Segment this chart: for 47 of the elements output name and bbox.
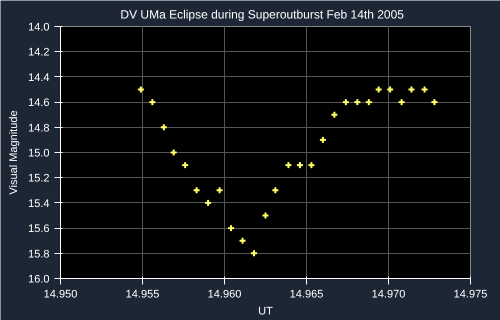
point xyxy=(216,186,224,194)
y-tick-label: 15.8 xyxy=(28,248,50,260)
y-tick-label: 15.6 xyxy=(28,223,50,236)
y-tick-label: 14.4 xyxy=(28,72,50,84)
point xyxy=(364,98,373,106)
x-tick-label: 14.960 xyxy=(208,288,242,300)
y-tick-label: 15.4 xyxy=(28,198,50,210)
point xyxy=(204,198,212,207)
point xyxy=(262,212,270,220)
point xyxy=(398,98,406,106)
y-tick-label: 14.2 xyxy=(28,46,50,59)
point xyxy=(148,98,156,106)
point xyxy=(227,224,236,232)
chart-title: DV UMa Eclipse during Superoutburst Feb 14th 2005 xyxy=(120,8,404,22)
point xyxy=(160,123,168,132)
point xyxy=(420,86,429,94)
x-tick-label: 14.955 xyxy=(126,288,160,300)
point xyxy=(136,86,145,94)
point xyxy=(284,161,292,170)
x-tick-label: 14.970 xyxy=(372,288,406,300)
point xyxy=(386,86,394,94)
point xyxy=(307,161,316,170)
y-tick-label: 15.0 xyxy=(28,148,50,160)
point xyxy=(353,98,362,106)
point xyxy=(330,110,338,119)
y-tick-label: 14.0 xyxy=(28,22,50,34)
y-tick-label: 15.2 xyxy=(28,172,50,185)
x-tick-label: 14.965 xyxy=(290,288,324,300)
point xyxy=(342,98,350,106)
point xyxy=(181,161,190,170)
point xyxy=(250,249,258,258)
point xyxy=(374,86,383,94)
point xyxy=(430,98,438,106)
y-tick-label: 16.0 xyxy=(28,274,50,286)
point xyxy=(407,86,416,94)
point xyxy=(192,186,201,194)
y-tick-label: 14.8 xyxy=(28,122,50,134)
x-tick-label: 14.975 xyxy=(454,288,488,300)
point xyxy=(296,161,304,170)
point xyxy=(271,186,280,194)
y-tick-label: 14.6 xyxy=(28,97,50,110)
x-axis-title: UT xyxy=(258,306,274,318)
point xyxy=(170,148,178,156)
y-axis-title: Visual Magnitude xyxy=(8,110,20,195)
x-tick-label: 14.950 xyxy=(44,288,78,300)
point xyxy=(318,136,327,144)
point xyxy=(238,236,247,245)
